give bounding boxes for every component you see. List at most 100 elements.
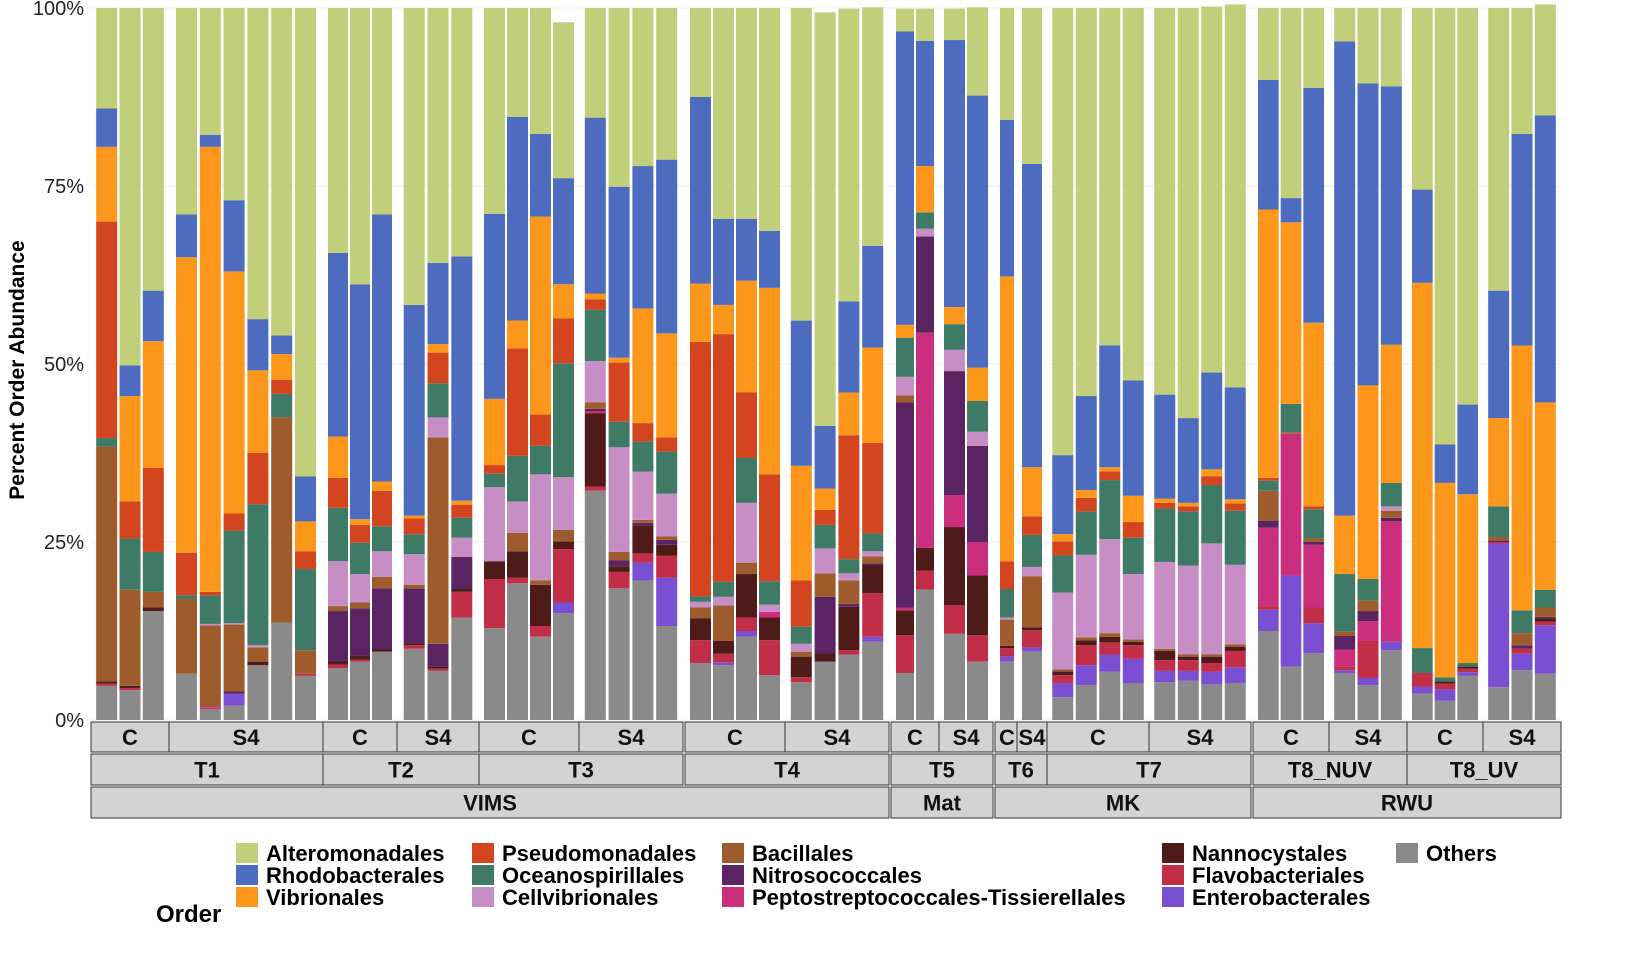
- bar-segment-oceanospirillales: [1075, 511, 1097, 555]
- bar-segment-oceanospirillales: [1000, 588, 1014, 618]
- bar-segment-nitrosococcales: [608, 560, 630, 567]
- bar-segment-rhodobacterales: [759, 230, 780, 288]
- bar-segment-others: [530, 636, 551, 720]
- bar-segment-rhodobacterales: [916, 40, 934, 167]
- treatment-strip-box: [938, 721, 994, 753]
- treatment-strip-label: S4: [618, 725, 646, 750]
- bar-segment-rhodobacterales: [530, 134, 551, 217]
- bar-segment-others: [350, 661, 370, 720]
- bar-segment-flavobacteriales: [1511, 648, 1533, 654]
- bar-segment-cellvibrionales: [553, 477, 574, 530]
- bar-segment-bacillales: [632, 519, 654, 523]
- bar-segment-others: [328, 668, 348, 720]
- bar-segment-others: [176, 673, 197, 720]
- y-tick-label: 0%: [55, 710, 84, 732]
- bar-segment-bacillales: [553, 529, 574, 542]
- bar-segment-others: [451, 617, 473, 720]
- bar-segment-pseudomonadales: [328, 477, 348, 508]
- bar-segment-nannocystales: [584, 413, 606, 487]
- bar-segment-flavobacteriales: [1303, 607, 1324, 624]
- time-strip-label: T3: [568, 758, 594, 783]
- bar-segment-bacillales: [1280, 432, 1302, 434]
- bar-segment-bacillales: [896, 395, 914, 403]
- bar-segment-bacillales: [1357, 600, 1379, 612]
- bar-segment-vibrionales: [967, 367, 988, 402]
- bar-segment-vibrionales: [944, 307, 965, 325]
- bar-segment-flavobacteriales: [507, 577, 528, 584]
- bar-segment-peptostreptococcales-tissierellales: [759, 611, 780, 618]
- bar-segment-others: [199, 709, 221, 720]
- bar-segment-cellvibrionales: [507, 501, 528, 533]
- bar-segment-enterobacterales: [736, 631, 757, 637]
- bar-segment-oceanospirillales: [1280, 403, 1302, 433]
- bar-segment-nannocystales: [427, 666, 449, 669]
- bar-segment-bacillales: [176, 598, 197, 674]
- bar-segment-cellvibrionales: [484, 487, 505, 562]
- bar-segment-cellvibrionales: [427, 417, 449, 438]
- bar-segment-oceanospirillales: [690, 596, 711, 602]
- bar-segment-cellvibrionales: [790, 643, 812, 652]
- bar-segment-flavobacteriales: [1154, 660, 1176, 671]
- bar-segment-bacillales: [1122, 639, 1144, 642]
- bar-segment-others: [736, 636, 757, 720]
- bar-segment-bacillales: [1303, 538, 1324, 542]
- bar-segment-cellvibrionales: [1224, 564, 1246, 645]
- bar-segment-alteromonadales: [1224, 4, 1246, 388]
- bar-segment-vibrionales: [295, 521, 316, 552]
- bar-segment-nannocystales: [656, 544, 678, 556]
- treatment-strip-label: S4: [953, 725, 981, 750]
- bar-segment-vibrionales: [403, 515, 425, 519]
- bar-segment-oceanospirillales: [896, 337, 914, 377]
- bar-segment-rhodobacterales: [967, 95, 988, 368]
- site-strip-box: [90, 786, 890, 819]
- bar-segment-pseudomonadales: [350, 524, 370, 543]
- bar-segment-vibrionales: [1122, 495, 1144, 523]
- bar-segment-alteromonadales: [759, 8, 780, 231]
- site-strip-box: [1252, 786, 1562, 819]
- bar-segment-pseudomonadales: [247, 453, 269, 505]
- bar-segment-nitrosococcales: [223, 691, 245, 694]
- bar-segment-nitrosococcales: [1511, 645, 1533, 649]
- bar-segment-alteromonadales: [199, 8, 221, 135]
- bar-segment-cellvibrionales: [1154, 561, 1176, 649]
- bar-segment-rhodobacterales: [1412, 189, 1433, 283]
- bar-segment-bacillales: [1534, 607, 1556, 617]
- bar-segment-nannocystales: [862, 565, 884, 594]
- bar-segment-cellvibrionales: [736, 502, 757, 563]
- bar-segment-cellvibrionales: [656, 493, 678, 537]
- bar-segment-bacillales: [1334, 631, 1356, 636]
- bar-segment-flavobacteriales: [1075, 645, 1097, 666]
- bar-segment-vibrionales: [223, 271, 245, 514]
- bar-segment-bacillales: [814, 573, 836, 597]
- bar-segment-enterobacterales: [1412, 686, 1433, 694]
- bar-segment-cellvibrionales: [814, 548, 836, 574]
- bar-segment-vibrionales: [916, 166, 934, 213]
- bar-segment-nannocystales: [1122, 641, 1144, 646]
- bar-segment-pseudomonadales: [1122, 522, 1144, 538]
- bar-segment-peptostreptococcales-tissierellales: [896, 607, 914, 611]
- legend-label: Others: [1426, 841, 1497, 866]
- bar-segment-alteromonadales: [1280, 8, 1302, 199]
- bar-segment-alteromonadales: [838, 8, 860, 302]
- legend-label: Nannocystales: [1192, 841, 1347, 866]
- bar-segment-others: [656, 626, 678, 720]
- bar-segment-oceanospirillales: [1224, 510, 1246, 565]
- bar-segment-enterobacterales: [1075, 665, 1097, 686]
- bar-segment-rhodobacterales: [142, 290, 164, 342]
- bar-segment-alteromonadales: [790, 8, 812, 321]
- site-strip-label: Mat: [923, 791, 962, 816]
- bar-segment-peptostreptococcales-tissierellales: [1380, 521, 1402, 642]
- bar-segment-flavobacteriales: [713, 653, 734, 663]
- bar-segment-enterobacterales: [1334, 670, 1356, 674]
- bar-segment-oceanospirillales: [1177, 511, 1199, 566]
- legend: Order AlteromonadalesRhodobacteralesVibr…: [156, 841, 1497, 928]
- treatment-strip-label: S4: [1187, 725, 1215, 750]
- bar-segment-nannocystales: [1052, 671, 1074, 676]
- time-strip-label: T5: [929, 758, 955, 783]
- bar-segment-flavobacteriales: [838, 650, 860, 655]
- treatment-strip-box: [890, 721, 940, 753]
- bar-segment-vibrionales: [838, 392, 860, 436]
- bar-segment-flavobacteriales: [1052, 675, 1074, 683]
- bar-segment-pseudomonadales: [295, 551, 316, 570]
- bar-segment-pseudomonadales: [176, 552, 197, 596]
